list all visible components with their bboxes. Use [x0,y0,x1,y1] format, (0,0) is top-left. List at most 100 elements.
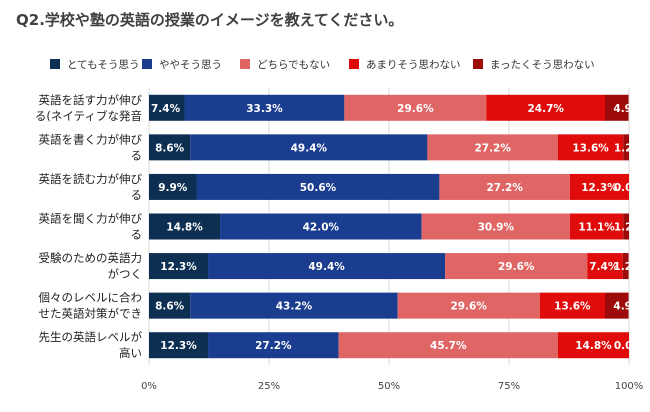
legend-label-1: ややそう思う [159,59,222,71]
bar-0-4 [605,94,629,121]
data-label-3-2: 30.9% [478,222,515,234]
category-label-5-0: 個々のレベルに合わ [39,291,143,305]
category-label-3-1: る [131,228,143,242]
legend-label-2: どちらでもない [257,59,330,71]
data-label-1-2: 27.2% [474,142,511,154]
bar-2-3 [569,173,629,200]
category-label-1-0: 英語を書く力が伸び [39,132,143,146]
data-label-6-3: 14.8% [575,340,612,352]
data-label-4-4: 1.2% [613,261,643,273]
bar-3-0 [149,213,221,240]
bar-4-0 [149,253,209,280]
bar-0-3 [486,94,605,121]
bar-3-1 [220,213,422,240]
data-label-0-2: 29.6% [397,103,434,115]
data-label-1-3: 13.6% [572,142,609,154]
category-label-0-0: 英語を話す力が伸び [39,93,143,107]
legend-swatch-0 [50,59,60,69]
legend-swatch-3 [349,59,359,69]
x-tick-label-4: 100% [615,381,644,392]
bar-6-1 [208,332,339,359]
data-label-0-1: 33.3% [246,103,283,115]
data-label-5-2: 29.6% [450,301,487,313]
legend-swatch-4 [473,59,483,69]
legend-label-0: とてもそう思う [67,59,139,71]
legend-label-3: あまりそう思わない [366,59,461,71]
bar-4-2 [445,253,588,280]
category-label-0-1: る(ネイティブな発音 [35,109,142,123]
data-label-3-0: 14.8% [166,222,203,234]
bar-6-2 [338,332,558,359]
bar-6-3 [557,332,629,359]
data-label-3-4: 1.2% [614,222,644,234]
bar-5-3 [539,292,605,319]
category-label-2-0: 英語を読む力が伸び [39,172,143,186]
bar-4-1 [208,253,446,280]
bar-3-4 [623,213,629,240]
data-label-0-4: 4.9% [613,103,643,115]
x-tick-label-2: 50% [378,381,400,392]
bar-5-4 [605,292,629,319]
bar-6-0 [149,332,209,359]
category-label-6-1: 高い [119,346,142,360]
bar-2-0 [149,173,197,200]
chart-title: Q2.学校や塾の英語の授業のイメージを教えてください。 [16,11,404,29]
bar-5-0 [149,292,191,319]
x-tick-label-3: 75% [498,381,520,392]
bar-1-1 [190,134,428,161]
bar-5-1 [190,292,398,319]
bar-1-2 [427,134,558,161]
x-tick-label-1: 25% [258,381,280,392]
data-label-2-2: 27.2% [486,182,523,194]
x-tick-label-0: 0% [141,381,157,392]
data-label-0-3: 24.7% [528,103,565,115]
data-label-2-3: 12.3% [581,182,618,194]
category-label-3-0: 英語を聞く力が伸び [39,212,143,226]
category-label-1-1: る [131,148,143,162]
bar-4-4 [622,253,629,280]
bar-1-0 [149,134,191,161]
data-label-5-3: 13.6% [554,301,591,313]
data-label-2-0: 9.9% [158,182,188,194]
data-label-5-0: 8.6% [155,301,185,313]
data-label-1-1: 49.4% [291,142,328,154]
bar-0-0 [149,94,185,121]
bar-1-3 [557,134,624,161]
data-label-4-3: 7.4% [589,261,619,273]
bar-0-1 [184,94,345,121]
data-label-6-1: 27.2% [255,340,292,352]
category-label-4-1: がつく [108,267,143,281]
data-label-5-4: 4.9% [613,301,643,313]
category-label-2-1: る [131,188,143,202]
legend-label-4: まったくそう思わない [490,59,595,71]
category-label-4-0: 受験のための英語力 [39,251,143,265]
bar-3-3 [569,213,624,240]
data-label-3-3: 11.1% [578,222,615,234]
data-label-6-4: 0.0% [614,340,644,352]
legend-swatch-2 [240,59,250,69]
category-label-6-0: 先生の英語レベルが [39,330,143,344]
category-label-5-1: せた英語対策ができ [39,307,143,321]
bar-0-2 [344,94,487,121]
data-label-5-1: 43.2% [276,301,313,313]
data-label-4-1: 49.4% [308,261,345,273]
bar-2-2 [439,173,570,200]
data-label-1-0: 8.6% [155,142,185,154]
data-label-3-1: 42.0% [303,222,340,234]
bar-4-3 [587,253,623,280]
data-label-1-4: 1.2% [614,142,644,154]
data-label-6-0: 12.3% [160,340,197,352]
legend-swatch-1 [142,59,152,69]
bar-1-4 [623,134,629,161]
bar-2-1 [196,173,440,200]
bar-5-2 [397,292,540,319]
bar-3-2 [421,213,570,240]
data-label-2-1: 50.6% [300,182,337,194]
data-label-2-4: 0.0% [614,182,644,194]
data-label-6-2: 45.7% [430,340,467,352]
data-label-0-0: 7.4% [151,103,181,115]
data-label-4-0: 12.3% [160,261,197,273]
data-label-4-2: 29.6% [498,261,535,273]
